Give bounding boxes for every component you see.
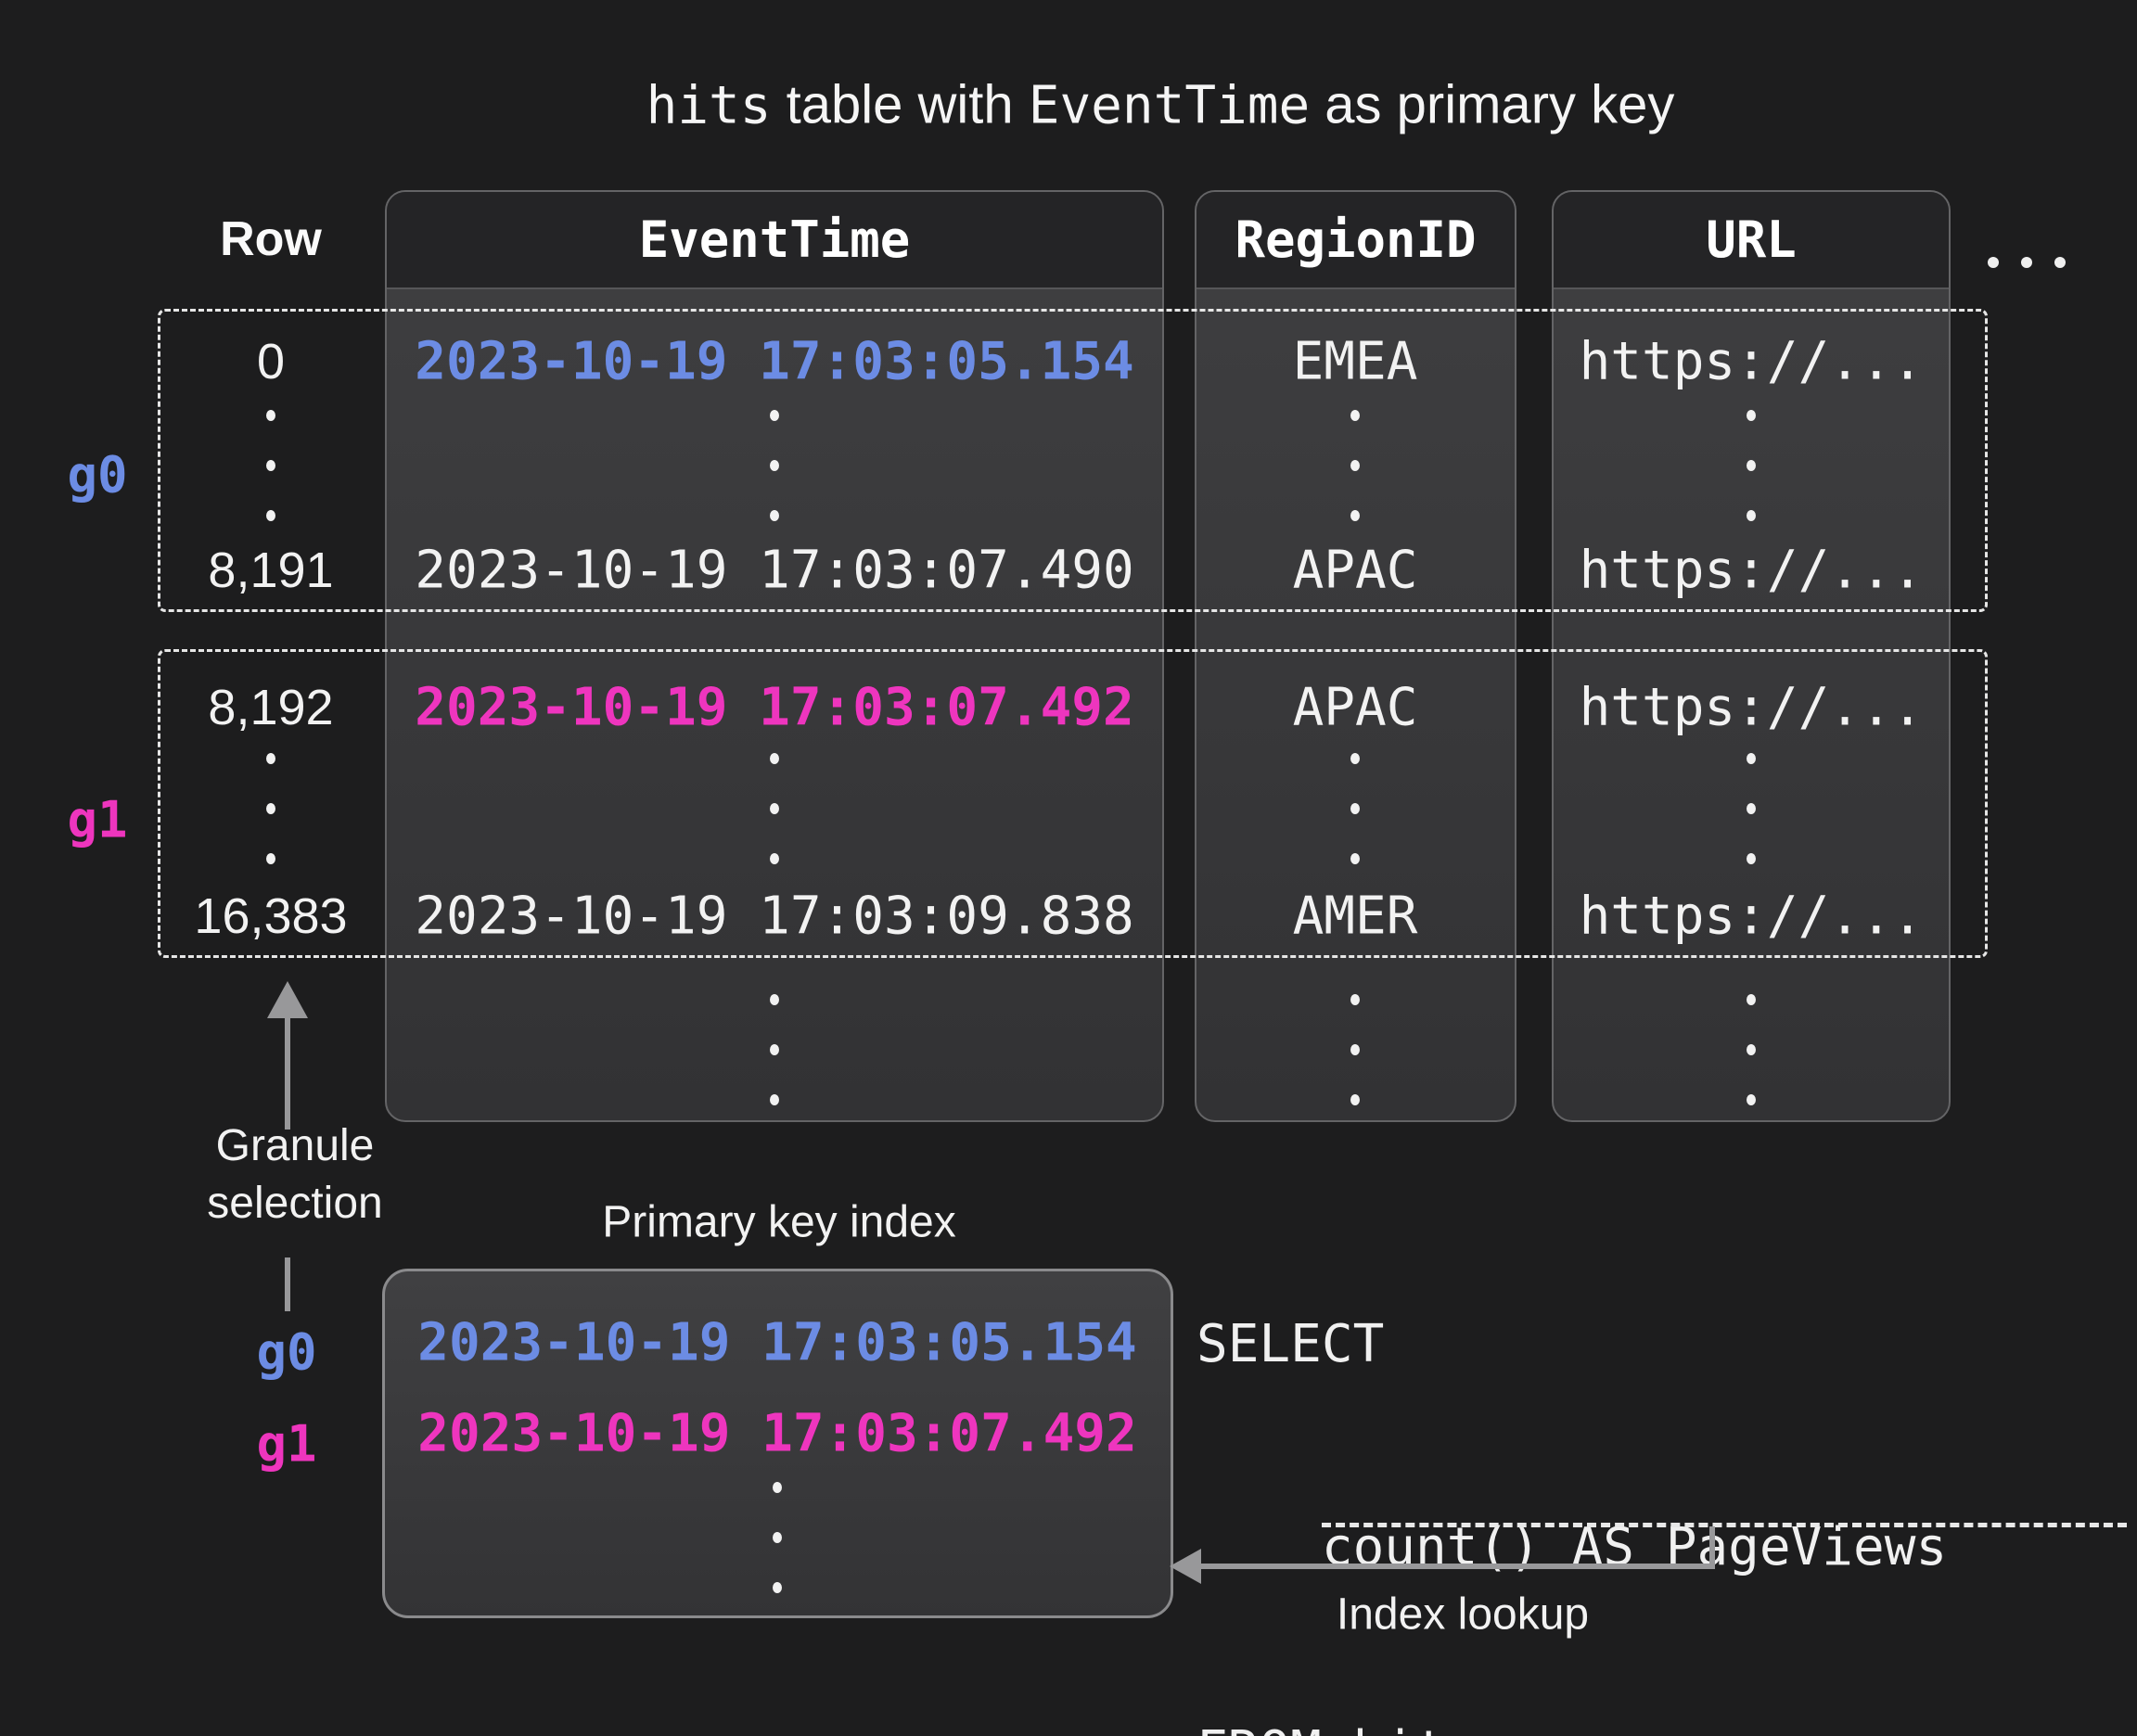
ellipsis-dots (1350, 410, 1360, 521)
arrow-up-shaft (285, 1016, 290, 1130)
granule-0-frame (158, 309, 1988, 612)
granule-0-label: g0 (67, 445, 128, 504)
eventtime-cell: 2023-10-19 17:03:07.492 (415, 677, 1134, 738)
ellipsis-dots (770, 753, 779, 864)
eventtime-cell: 2023-10-19 17:03:09.838 (415, 886, 1134, 947)
eventtime-cell: 2023-10-19 17:03:05.154 (415, 331, 1134, 392)
sql-query: SELECT count() AS PageViews FROM hits WH… (1196, 1175, 2041, 1736)
arrow-up-icon (267, 981, 308, 1018)
title-table-name: hits (646, 75, 772, 136)
ellipsis-dots (266, 410, 275, 521)
region-cell: EMEA (1292, 331, 1418, 392)
region-cell: AMER (1292, 886, 1418, 947)
region-cell: APAC (1292, 540, 1418, 601)
column-header-regionid: RegionID (1196, 192, 1515, 289)
ellipsis-dots (1747, 753, 1756, 864)
where-clause-dashed-underline (1322, 1499, 2127, 1527)
row-column-header: Row (220, 212, 322, 266)
region-cell: APAC (1292, 677, 1418, 738)
granule-1-frame (158, 649, 1988, 958)
title-mid-text: table with (771, 74, 1029, 135)
row-number: 0 (256, 334, 286, 389)
url-cell: https://... (1579, 677, 1924, 738)
arrow-left-icon (1170, 1549, 1201, 1584)
primary-key-index-box (382, 1269, 1173, 1618)
url-cell: https://... (1579, 886, 1924, 947)
ellipsis-dots (770, 994, 779, 1105)
ellipsis-dots (770, 410, 779, 521)
ellipsis-dots (1747, 994, 1756, 1105)
title-key-name: EventTime (1028, 75, 1311, 136)
arrow-lower-shaft (285, 1257, 290, 1311)
primary-key-index-title: Primary key index (602, 1197, 956, 1247)
granule-1-label: g1 (67, 790, 128, 849)
pk-index-entry-g0: 2023-10-19 17:03:05.154 (417, 1312, 1137, 1373)
index-lookup-label: Index lookup (1336, 1589, 1590, 1640)
sql-line: SELECT (1196, 1314, 1385, 1374)
pk-granule-0-label: g0 (256, 1322, 317, 1382)
pk-index-entry-g1: 2023-10-19 17:03:07.492 (417, 1403, 1137, 1464)
more-columns-ellipsis-icon (1988, 257, 2066, 268)
sql-line: FROM hits (1196, 1717, 2041, 1736)
row-number: 16,383 (194, 888, 348, 944)
column-header-eventtime: EventTime (387, 192, 1162, 289)
column-box-eventtime: EventTime (385, 190, 1164, 1122)
eventtime-cell: 2023-10-19 17:03:07.490 (415, 540, 1134, 601)
ellipsis-dots (1747, 410, 1756, 521)
connector-horizontal-line (1184, 1564, 1715, 1569)
column-box-url: URL (1552, 190, 1951, 1122)
url-cell: https://... (1579, 331, 1924, 392)
column-header-url: URL (1554, 192, 1949, 289)
ellipsis-dots (266, 753, 275, 864)
ellipsis-dots (1350, 994, 1360, 1105)
column-box-regionid: RegionID (1195, 190, 1516, 1122)
connector-vertical-line (1709, 1526, 1715, 1569)
diagram-title: hits table with EventTime as primary key (646, 74, 1675, 136)
pk-granule-1-label: g1 (256, 1414, 317, 1474)
granule-selection-label: Granule selection (207, 1121, 383, 1228)
ellipsis-dots (773, 1482, 782, 1593)
ellipsis-dots (1350, 753, 1360, 864)
title-end-text: as primary key (1310, 74, 1675, 135)
url-cell: https://... (1579, 540, 1924, 601)
row-number: 8,191 (208, 542, 334, 598)
row-number: 8,192 (208, 680, 334, 735)
